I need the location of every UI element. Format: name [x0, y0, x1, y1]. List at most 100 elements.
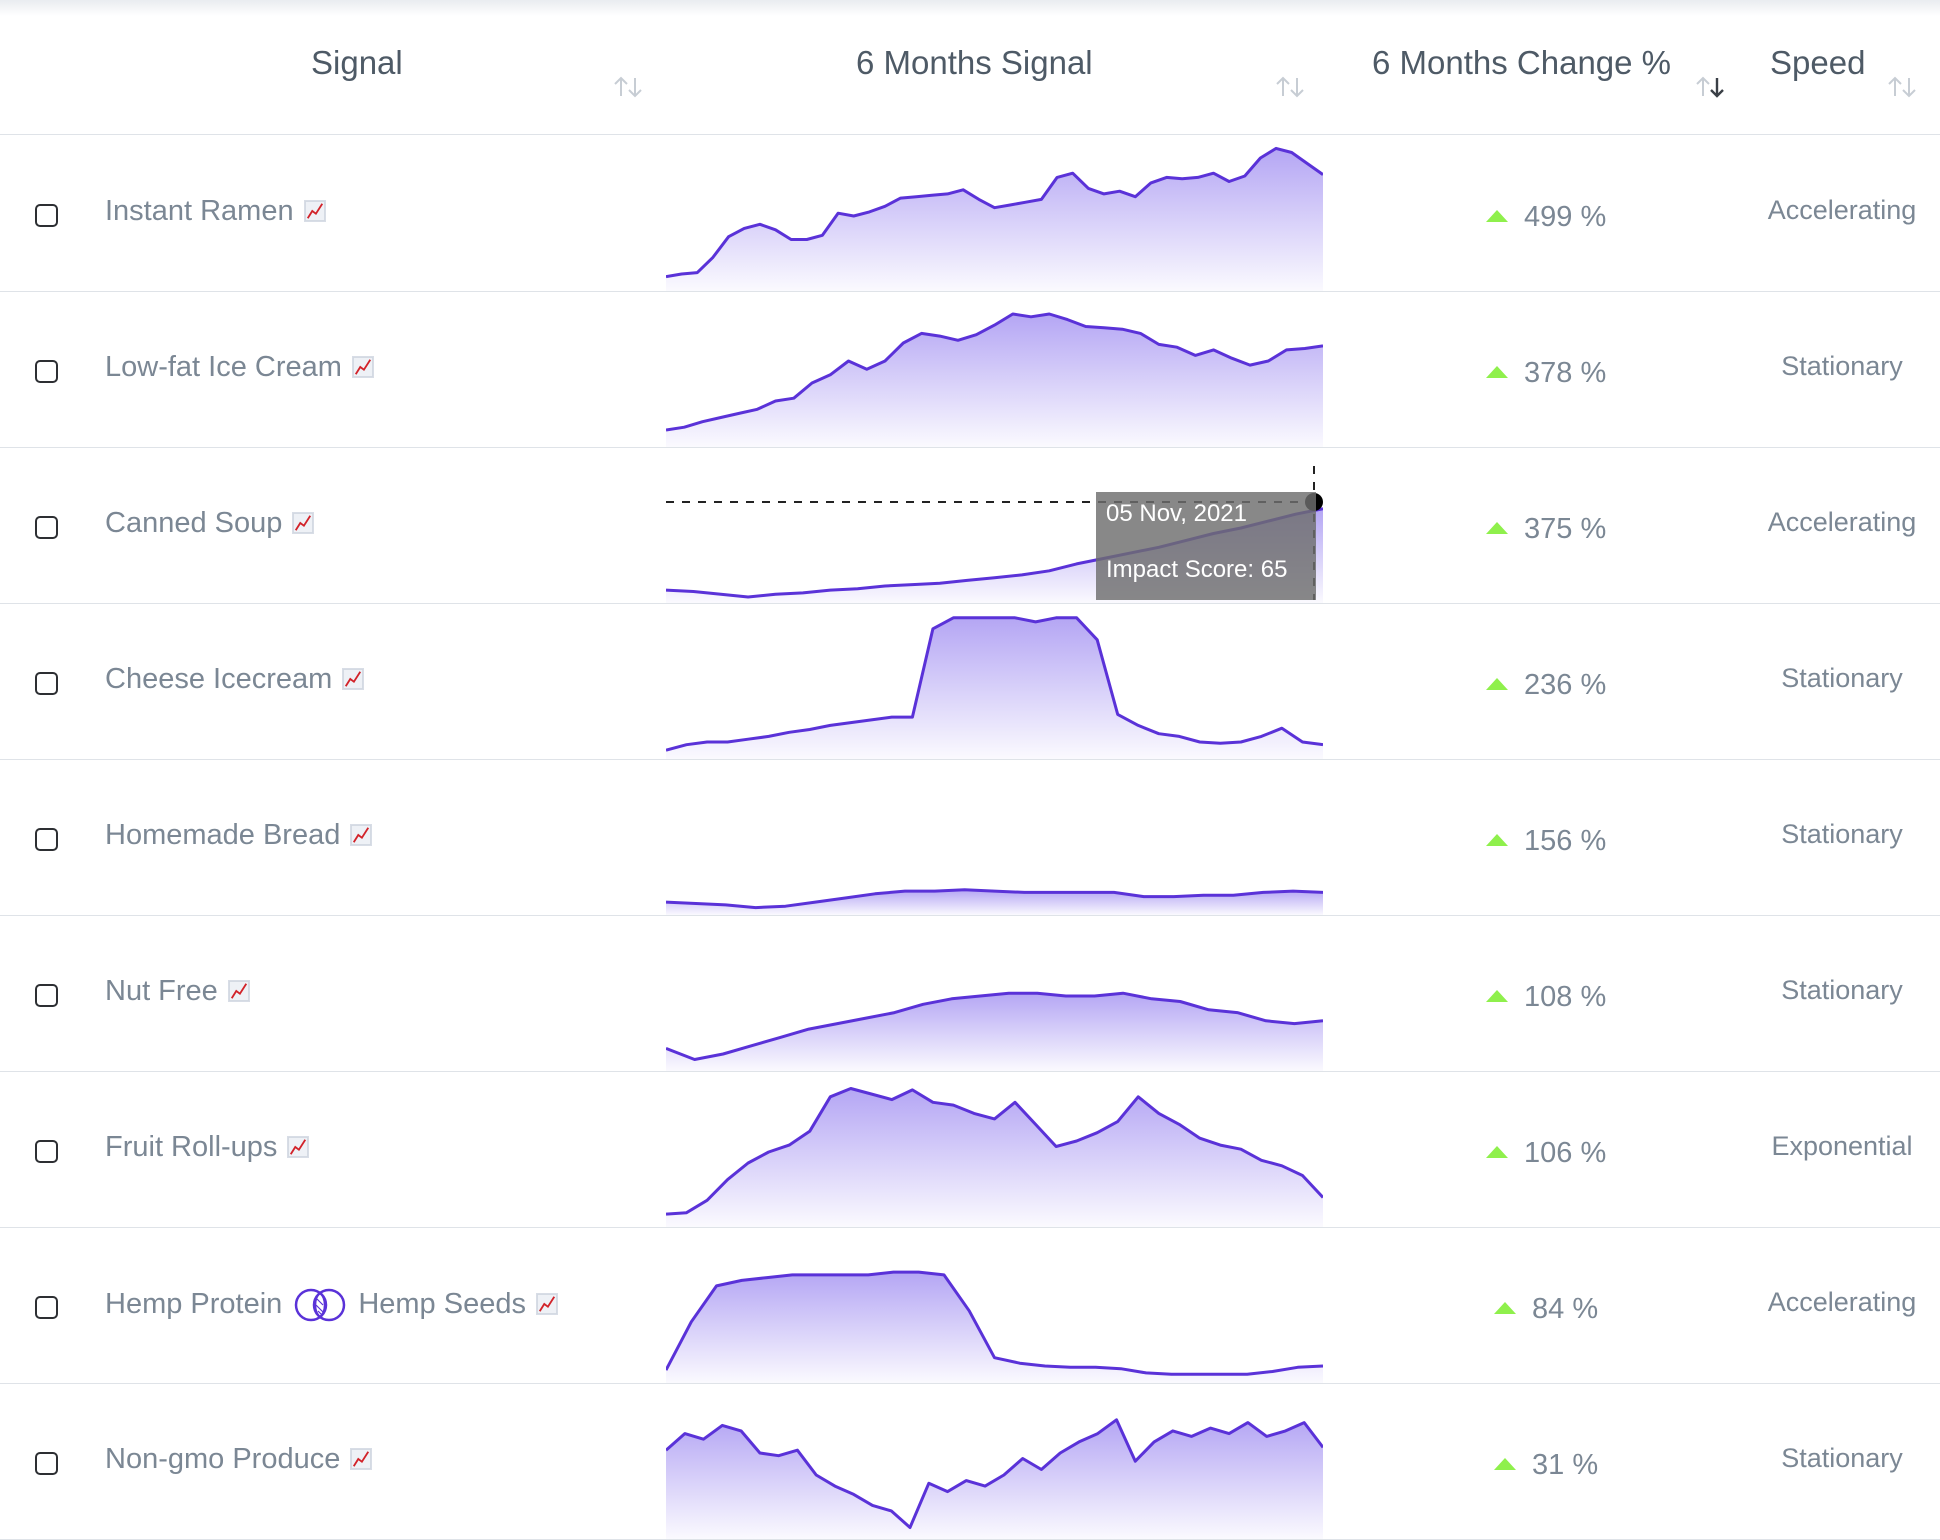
change-value: 106 %	[1524, 1137, 1607, 1169]
sparkline-area	[666, 993, 1323, 1071]
row-checkbox[interactable]	[35, 1452, 58, 1475]
signal-sparkline[interactable]	[666, 135, 1323, 291]
tooltip-score: Impact Score: 65	[1106, 556, 1288, 583]
table-row[interactable]: Homemade Bread 156 % Stationary	[0, 759, 1940, 916]
table-row[interactable]: Instant Ramen 499 % Accelerating	[0, 135, 1940, 292]
table-row[interactable]: Cheese Icecream 236 % Stationary	[0, 603, 1940, 760]
linked-signal-name[interactable]: Hemp Seeds	[358, 1288, 526, 1320]
sparkline-line	[666, 146, 1323, 279]
tooltip-date: 05 Nov, 2021	[1106, 500, 1247, 527]
signal-name-text[interactable]: Low-fat Ice Cream	[105, 351, 342, 383]
sort-signal-icon[interactable]	[612, 74, 646, 100]
chart-tooltip: 05 Nov, 2021 Impact Score: 65	[1096, 492, 1316, 600]
change-percent: 375 %	[1486, 513, 1606, 546]
table-row[interactable]: Fruit Roll-ups 106 % Exponential	[0, 1071, 1940, 1228]
sparkline-svg[interactable]	[666, 1383, 1323, 1539]
signal-name[interactable]: Homemade Bread	[105, 819, 373, 852]
signal-sparkline[interactable]	[666, 603, 1323, 759]
table-header: Signal 6 Months Signal 6 Months Change %…	[0, 0, 1940, 135]
speed-label: Stationary	[1781, 975, 1903, 1005]
signal-name-text[interactable]: Homemade Bread	[105, 819, 341, 851]
trend-chart-icon[interactable]	[535, 1293, 558, 1315]
related-signals-icon[interactable]	[292, 1287, 348, 1323]
row-checkbox[interactable]	[35, 984, 58, 1007]
up-arrow-icon	[1486, 990, 1508, 1002]
change-value: 156 %	[1524, 825, 1607, 857]
change-percent: 378 %	[1486, 357, 1606, 390]
trend-chart-icon[interactable]	[350, 824, 373, 846]
trend-chart-icon[interactable]	[350, 1448, 373, 1470]
change-value: 84 %	[1532, 1293, 1599, 1325]
change-value: 378 %	[1524, 357, 1607, 389]
signal-name-text[interactable]: Fruit Roll-ups	[105, 1131, 278, 1163]
sparkline-svg[interactable]	[666, 1227, 1323, 1383]
up-arrow-icon	[1494, 1458, 1516, 1470]
table-row[interactable]: Nut Free 108 % Stationary	[0, 915, 1940, 1072]
up-arrow-icon	[1494, 1302, 1516, 1314]
trend-chart-icon[interactable]	[287, 1136, 310, 1158]
signal-name-text[interactable]: Instant Ramen	[105, 195, 294, 227]
signal-name[interactable]: Canned Soup	[105, 507, 315, 540]
signal-sparkline[interactable]	[666, 291, 1323, 447]
row-checkbox[interactable]	[35, 204, 58, 227]
table-row[interactable]: Hemp Protein Hemp Seeds 84 % Accelerating	[0, 1227, 1940, 1384]
table-row[interactable]: Low-fat Ice Cream 378 % Stationary	[0, 291, 1940, 448]
column-signal: Signal	[311, 44, 403, 81]
row-checkbox[interactable]	[35, 1140, 58, 1163]
up-arrow-icon	[1486, 522, 1508, 534]
sparkline-svg[interactable]	[666, 603, 1323, 759]
signal-name-text[interactable]: Cheese Icecream	[105, 663, 333, 695]
trend-chart-icon[interactable]	[303, 200, 326, 222]
signal-name-text[interactable]: Canned Soup	[105, 507, 283, 539]
row-checkbox[interactable]	[35, 828, 58, 851]
signal-sparkline[interactable]	[666, 915, 1323, 1071]
row-checkbox[interactable]	[35, 360, 58, 383]
sparkline-area	[666, 617, 1323, 759]
speed-label: Accelerating	[1767, 195, 1917, 225]
signal-name[interactable]: Nut Free	[105, 975, 250, 1008]
column-speed: Speed	[1770, 44, 1866, 81]
sparkline-svg[interactable]	[666, 135, 1323, 291]
sort-six-month-change-icon[interactable]	[1694, 74, 1728, 100]
signal-name[interactable]: Fruit Roll-ups	[105, 1131, 310, 1164]
row-checkbox[interactable]	[35, 672, 58, 695]
signal-sparkline[interactable]	[666, 1383, 1323, 1539]
signal-name-text[interactable]: Nut Free	[105, 975, 218, 1007]
sparkline-svg[interactable]	[666, 915, 1323, 1071]
change-percent: 31 %	[1494, 1449, 1598, 1482]
signal-name[interactable]: Hemp Protein Hemp Seeds	[105, 1287, 558, 1323]
signal-sparkline[interactable]	[666, 759, 1323, 915]
trend-chart-icon[interactable]	[342, 668, 365, 690]
sparkline-area	[666, 889, 1323, 915]
sparkline-line	[666, 888, 1323, 910]
sparkline-line	[666, 312, 1323, 432]
signal-name-text[interactable]: Non-gmo Produce	[105, 1443, 341, 1475]
signal-name[interactable]: Non-gmo Produce	[105, 1443, 373, 1476]
signal-sparkline[interactable]	[666, 1071, 1323, 1227]
row-checkbox[interactable]	[35, 516, 58, 539]
sparkline-svg[interactable]	[666, 1071, 1323, 1227]
row-checkbox[interactable]	[35, 1296, 58, 1319]
sort-speed-icon[interactable]	[1886, 74, 1920, 100]
sparkline-line	[666, 1087, 1323, 1216]
change-value: 499 %	[1524, 201, 1607, 233]
signal-name[interactable]: Cheese Icecream	[105, 663, 365, 696]
signal-name[interactable]: Low-fat Ice Cream	[105, 351, 374, 384]
sparkline-svg[interactable]	[666, 759, 1323, 915]
signal-name[interactable]: Instant Ramen	[105, 195, 326, 228]
signal-sparkline[interactable]	[666, 1227, 1323, 1383]
trend-chart-icon[interactable]	[351, 356, 374, 378]
sparkline-svg[interactable]	[666, 291, 1323, 447]
speed-label: Accelerating	[1767, 1287, 1917, 1317]
change-percent: 156 %	[1486, 825, 1606, 858]
sparkline-area	[666, 1419, 1323, 1539]
sort-six-month-signal-icon[interactable]	[1274, 74, 1308, 100]
speed-label: Stationary	[1781, 351, 1903, 381]
signal-name-text[interactable]: Hemp Protein	[105, 1288, 283, 1320]
trend-chart-icon[interactable]	[292, 512, 315, 534]
change-value: 236 %	[1524, 669, 1607, 701]
sparkline-area	[666, 148, 1323, 291]
trend-chart-icon[interactable]	[227, 980, 250, 1002]
